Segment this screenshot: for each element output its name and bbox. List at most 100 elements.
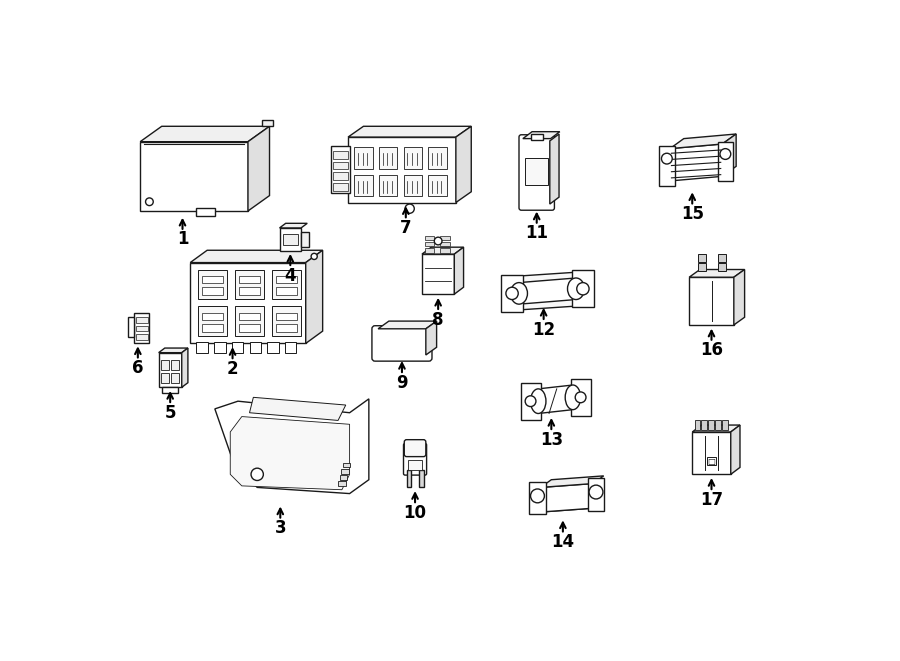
Text: 5: 5 xyxy=(165,404,176,422)
Text: 4: 4 xyxy=(284,266,296,285)
Text: 6: 6 xyxy=(132,359,144,377)
Bar xyxy=(701,420,706,430)
Bar xyxy=(196,208,215,215)
Polygon shape xyxy=(541,484,593,512)
Bar xyxy=(520,383,541,420)
Bar xyxy=(275,276,297,284)
Bar xyxy=(272,270,302,299)
Polygon shape xyxy=(190,251,322,262)
Bar xyxy=(275,288,297,295)
Bar xyxy=(706,457,716,465)
Polygon shape xyxy=(140,126,269,141)
Polygon shape xyxy=(538,385,573,414)
Bar xyxy=(238,313,260,321)
Circle shape xyxy=(531,489,544,503)
Bar xyxy=(428,147,446,169)
Bar xyxy=(134,313,149,342)
Bar xyxy=(440,235,450,240)
Bar xyxy=(232,342,243,353)
Bar xyxy=(718,254,726,262)
Text: 10: 10 xyxy=(403,504,427,522)
Circle shape xyxy=(146,198,153,206)
Bar xyxy=(235,270,264,299)
Bar xyxy=(339,475,347,480)
Polygon shape xyxy=(422,247,464,254)
Polygon shape xyxy=(689,277,733,325)
Bar xyxy=(526,158,548,185)
Bar xyxy=(708,420,714,430)
Bar xyxy=(428,175,446,196)
Circle shape xyxy=(311,253,318,260)
Circle shape xyxy=(506,288,518,299)
Text: □: □ xyxy=(707,457,716,466)
Polygon shape xyxy=(454,247,464,294)
Text: 11: 11 xyxy=(526,224,548,243)
Circle shape xyxy=(575,392,586,403)
Circle shape xyxy=(590,485,603,499)
Polygon shape xyxy=(523,132,560,139)
Polygon shape xyxy=(731,425,740,475)
Bar xyxy=(196,342,208,353)
Polygon shape xyxy=(306,251,322,344)
Bar xyxy=(171,373,179,383)
Bar xyxy=(529,482,546,514)
Bar xyxy=(158,353,182,387)
Bar xyxy=(136,326,148,331)
FancyBboxPatch shape xyxy=(404,440,426,457)
Bar xyxy=(283,234,298,245)
Polygon shape xyxy=(723,134,736,176)
Circle shape xyxy=(251,468,264,481)
Text: 17: 17 xyxy=(700,490,723,509)
Text: 9: 9 xyxy=(396,373,408,392)
Bar xyxy=(202,276,223,284)
Text: 12: 12 xyxy=(532,321,555,338)
Bar xyxy=(331,146,349,193)
Polygon shape xyxy=(348,126,472,137)
Text: 16: 16 xyxy=(700,341,723,360)
Bar xyxy=(343,463,350,467)
Bar xyxy=(338,481,346,486)
Bar xyxy=(407,471,411,487)
Bar xyxy=(723,420,728,430)
Polygon shape xyxy=(670,144,723,181)
Bar xyxy=(235,307,264,336)
Bar xyxy=(425,242,435,247)
Bar xyxy=(341,469,349,473)
Bar xyxy=(214,342,226,353)
Bar xyxy=(198,307,227,336)
Polygon shape xyxy=(215,399,369,494)
Bar xyxy=(163,387,178,393)
Polygon shape xyxy=(550,134,559,204)
Bar xyxy=(571,379,590,416)
Bar xyxy=(659,146,674,186)
Bar xyxy=(716,420,721,430)
Circle shape xyxy=(720,149,731,159)
Bar xyxy=(418,471,424,487)
Text: 1: 1 xyxy=(176,231,188,249)
Bar xyxy=(403,147,422,169)
FancyBboxPatch shape xyxy=(372,326,432,361)
Bar xyxy=(333,151,348,159)
Bar xyxy=(202,313,223,321)
Circle shape xyxy=(526,396,536,407)
Text: 2: 2 xyxy=(227,360,239,378)
Bar xyxy=(161,360,168,369)
Bar xyxy=(379,175,397,196)
Bar xyxy=(530,134,543,140)
Bar xyxy=(202,288,223,295)
Polygon shape xyxy=(230,416,349,490)
Bar xyxy=(333,162,348,169)
Bar xyxy=(355,147,373,169)
Polygon shape xyxy=(513,272,582,310)
Polygon shape xyxy=(692,425,740,432)
Text: 14: 14 xyxy=(552,533,574,551)
Bar xyxy=(238,324,260,332)
Polygon shape xyxy=(348,137,456,202)
Polygon shape xyxy=(422,254,454,294)
Text: 15: 15 xyxy=(680,205,704,223)
Polygon shape xyxy=(456,126,472,202)
Bar xyxy=(403,175,422,196)
Polygon shape xyxy=(182,348,188,387)
Bar xyxy=(588,478,605,510)
Bar xyxy=(698,254,706,262)
